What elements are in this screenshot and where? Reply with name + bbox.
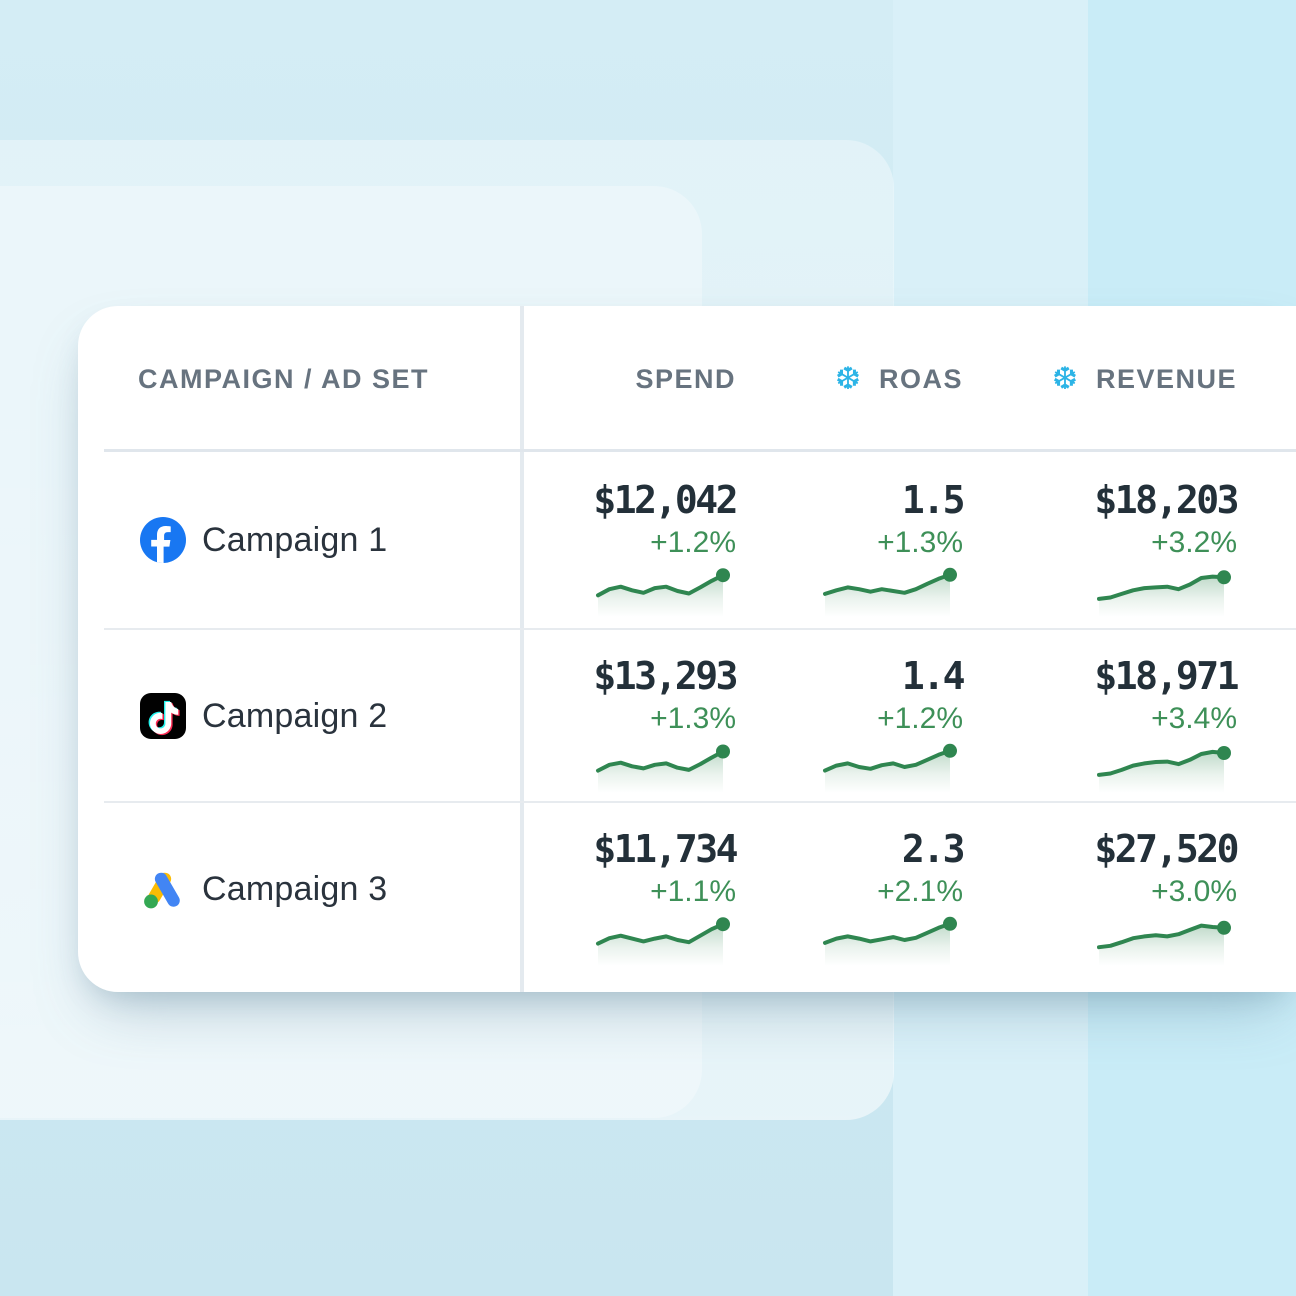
spend-cell: $12,042 +1.2% [561,452,738,621]
tiktok-icon [140,693,186,739]
spend-value: $12,042 [593,478,738,522]
snowflake-icon: ❆ [1051,360,1078,396]
revenue-cell: $27,520 +3.0% [1062,801,1239,970]
roas-sparkline [823,567,957,617]
row-divider [104,628,1296,630]
revenue-sparkline [1097,920,1231,966]
roas-value: 1.4 [901,654,966,698]
revenue-sparkline [1097,570,1231,617]
spend-cell: $11,734 +1.1% [561,801,738,970]
revenue-value: $18,971 [1094,654,1239,698]
column-header-campaign[interactable]: CAMPAIGN / AD SET [138,306,429,452]
column-header-spend[interactable]: SPEND [635,306,736,452]
header-divider [104,449,1296,452]
campaign-table-card: CAMPAIGN / AD SET SPEND ❆ ROAS ❆ REVENUE… [78,306,1296,992]
spend-sparkline [596,568,730,617]
roas-sparkline [823,743,957,793]
roas-value: 1.5 [901,478,966,522]
campaign-name: Campaign 2 [202,697,388,735]
column-header-label: CAMPAIGN / AD SET [138,363,430,394]
spend-value: $11,734 [593,827,738,871]
revenue-cell: $18,971 +3.4% [1062,628,1239,797]
column-header-roas[interactable]: ❆ ROAS [835,306,963,452]
roas-cell: 1.5 +1.3% [788,452,966,621]
spend-delta: +1.2% [650,526,736,559]
roas-delta: +2.1% [877,875,963,908]
campaign-name: Campaign 1 [202,521,388,559]
revenue-cell: $18,203 +3.2% [1062,452,1239,621]
campaign-name-cell: Campaign 1 [140,452,387,628]
revenue-delta: +3.0% [1151,875,1237,908]
column-header-label: REVENUE [1095,363,1237,394]
facebook-icon [140,517,186,563]
table-row[interactable]: Campaign 3 $11,734 +1.1% 2.3 +2.1% $27,5… [78,801,1296,992]
column-header-label: SPEND [635,363,736,394]
spend-sparkline [596,917,730,966]
campaign-name: Campaign 3 [202,870,388,908]
spend-delta: +1.1% [650,875,736,908]
revenue-sparkline [1097,746,1231,793]
revenue-value: $27,520 [1094,827,1239,871]
row-divider [104,801,1296,803]
column-divider [520,306,524,992]
revenue-delta: +3.4% [1151,702,1237,735]
spend-sparkline [596,744,730,793]
spend-value: $13,293 [593,654,738,698]
roas-sparkline [823,916,957,966]
table-row[interactable]: Campaign 1 $12,042 +1.2% 1.5 +1.3% $18,2… [78,452,1296,628]
snowflake-icon: ❆ [835,360,861,396]
spend-cell: $13,293 +1.3% [561,628,738,797]
revenue-delta: +3.2% [1151,526,1237,559]
roas-cell: 2.3 +2.1% [788,801,966,970]
column-header-label: ROAS [878,363,963,394]
roas-delta: +1.2% [877,702,963,735]
roas-value: 2.3 [901,827,966,871]
roas-cell: 1.4 +1.2% [788,628,966,797]
google-ads-icon [144,872,180,909]
table-row[interactable]: Campaign 2 $13,293 +1.3% 1.4 +1.2% $18,9… [78,628,1296,801]
roas-delta: +1.3% [877,526,963,559]
spend-delta: +1.3% [650,702,736,735]
campaign-name-cell: Campaign 3 [140,801,387,977]
campaign-name-cell: Campaign 2 [140,628,387,804]
column-header-revenue[interactable]: ❆ REVENUE [1052,306,1237,452]
revenue-value: $18,203 [1094,478,1239,522]
